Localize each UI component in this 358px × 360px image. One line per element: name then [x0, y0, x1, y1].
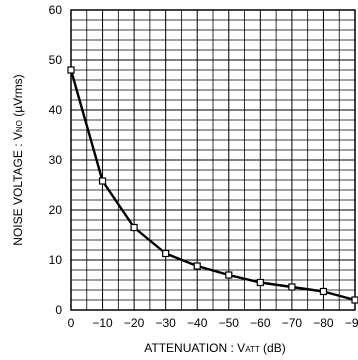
plot-frame [70, 9, 356, 311]
x-tick-label: −80 [313, 316, 334, 330]
x-tick-label: −10 [92, 316, 113, 330]
x-tick-label: −70 [282, 316, 303, 330]
y-tick-label: 10 [49, 253, 63, 267]
data-point [351, 296, 358, 304]
data-point [319, 287, 328, 296]
data-point [162, 249, 170, 258]
x-tick-label: −90 [345, 316, 358, 330]
x-tick-label: 0 [68, 316, 75, 330]
y-tick-label: 60 [49, 3, 63, 17]
y-tick-label: 0 [55, 303, 62, 317]
x-tick-label: −40 [187, 316, 208, 330]
data-point [225, 271, 233, 279]
x-axis-label: ATTENUATION : VATT (dB) [144, 341, 285, 355]
x-tick-label: −60 [250, 316, 271, 330]
series-line [69, 69, 356, 302]
x-tick-label: −20 [124, 316, 145, 330]
data-point [256, 278, 264, 287]
x-tick-label: −30 [155, 316, 176, 330]
data-point [130, 223, 138, 232]
y-tick-label: 50 [49, 53, 63, 67]
data-point [193, 262, 201, 270]
data-point [67, 66, 75, 74]
y-tick-label: 20 [49, 203, 63, 217]
series-layer [67, 66, 358, 304]
data-point [98, 177, 107, 185]
x-tick-label: −50 [219, 316, 240, 330]
data-point [288, 283, 296, 291]
y-tick-label: 40 [49, 103, 63, 117]
tick-labels: 0 −10 −20 −30 −40 −50 −60 −70 −80 −90 0 10 20 30 40 50 6… [49, 3, 358, 330]
grid [71, 10, 355, 310]
y-axis-label: NOISE VOLTAGE : VNO (µVrms) [11, 74, 25, 245]
y-tick-label: 30 [49, 153, 63, 167]
